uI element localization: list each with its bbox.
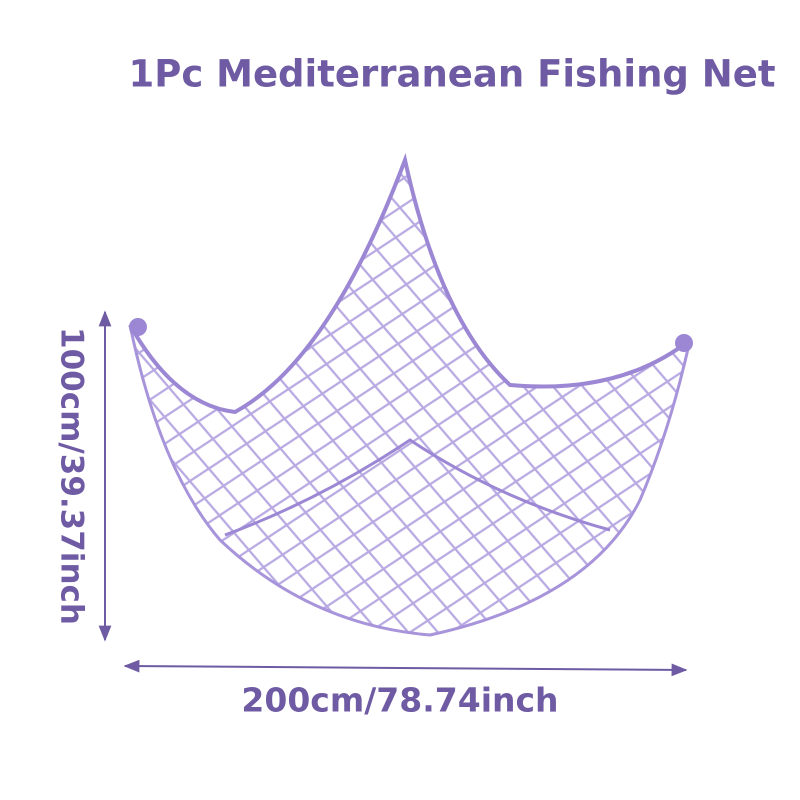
fishing-net [128, 152, 693, 637]
width-arrow [123, 659, 688, 677]
height-label: 100cm/39.37inch [54, 327, 90, 625]
width-label: 200cm/78.74inch [241, 681, 558, 720]
title: 1Pc Mediterranean Fishing Net [128, 53, 775, 96]
